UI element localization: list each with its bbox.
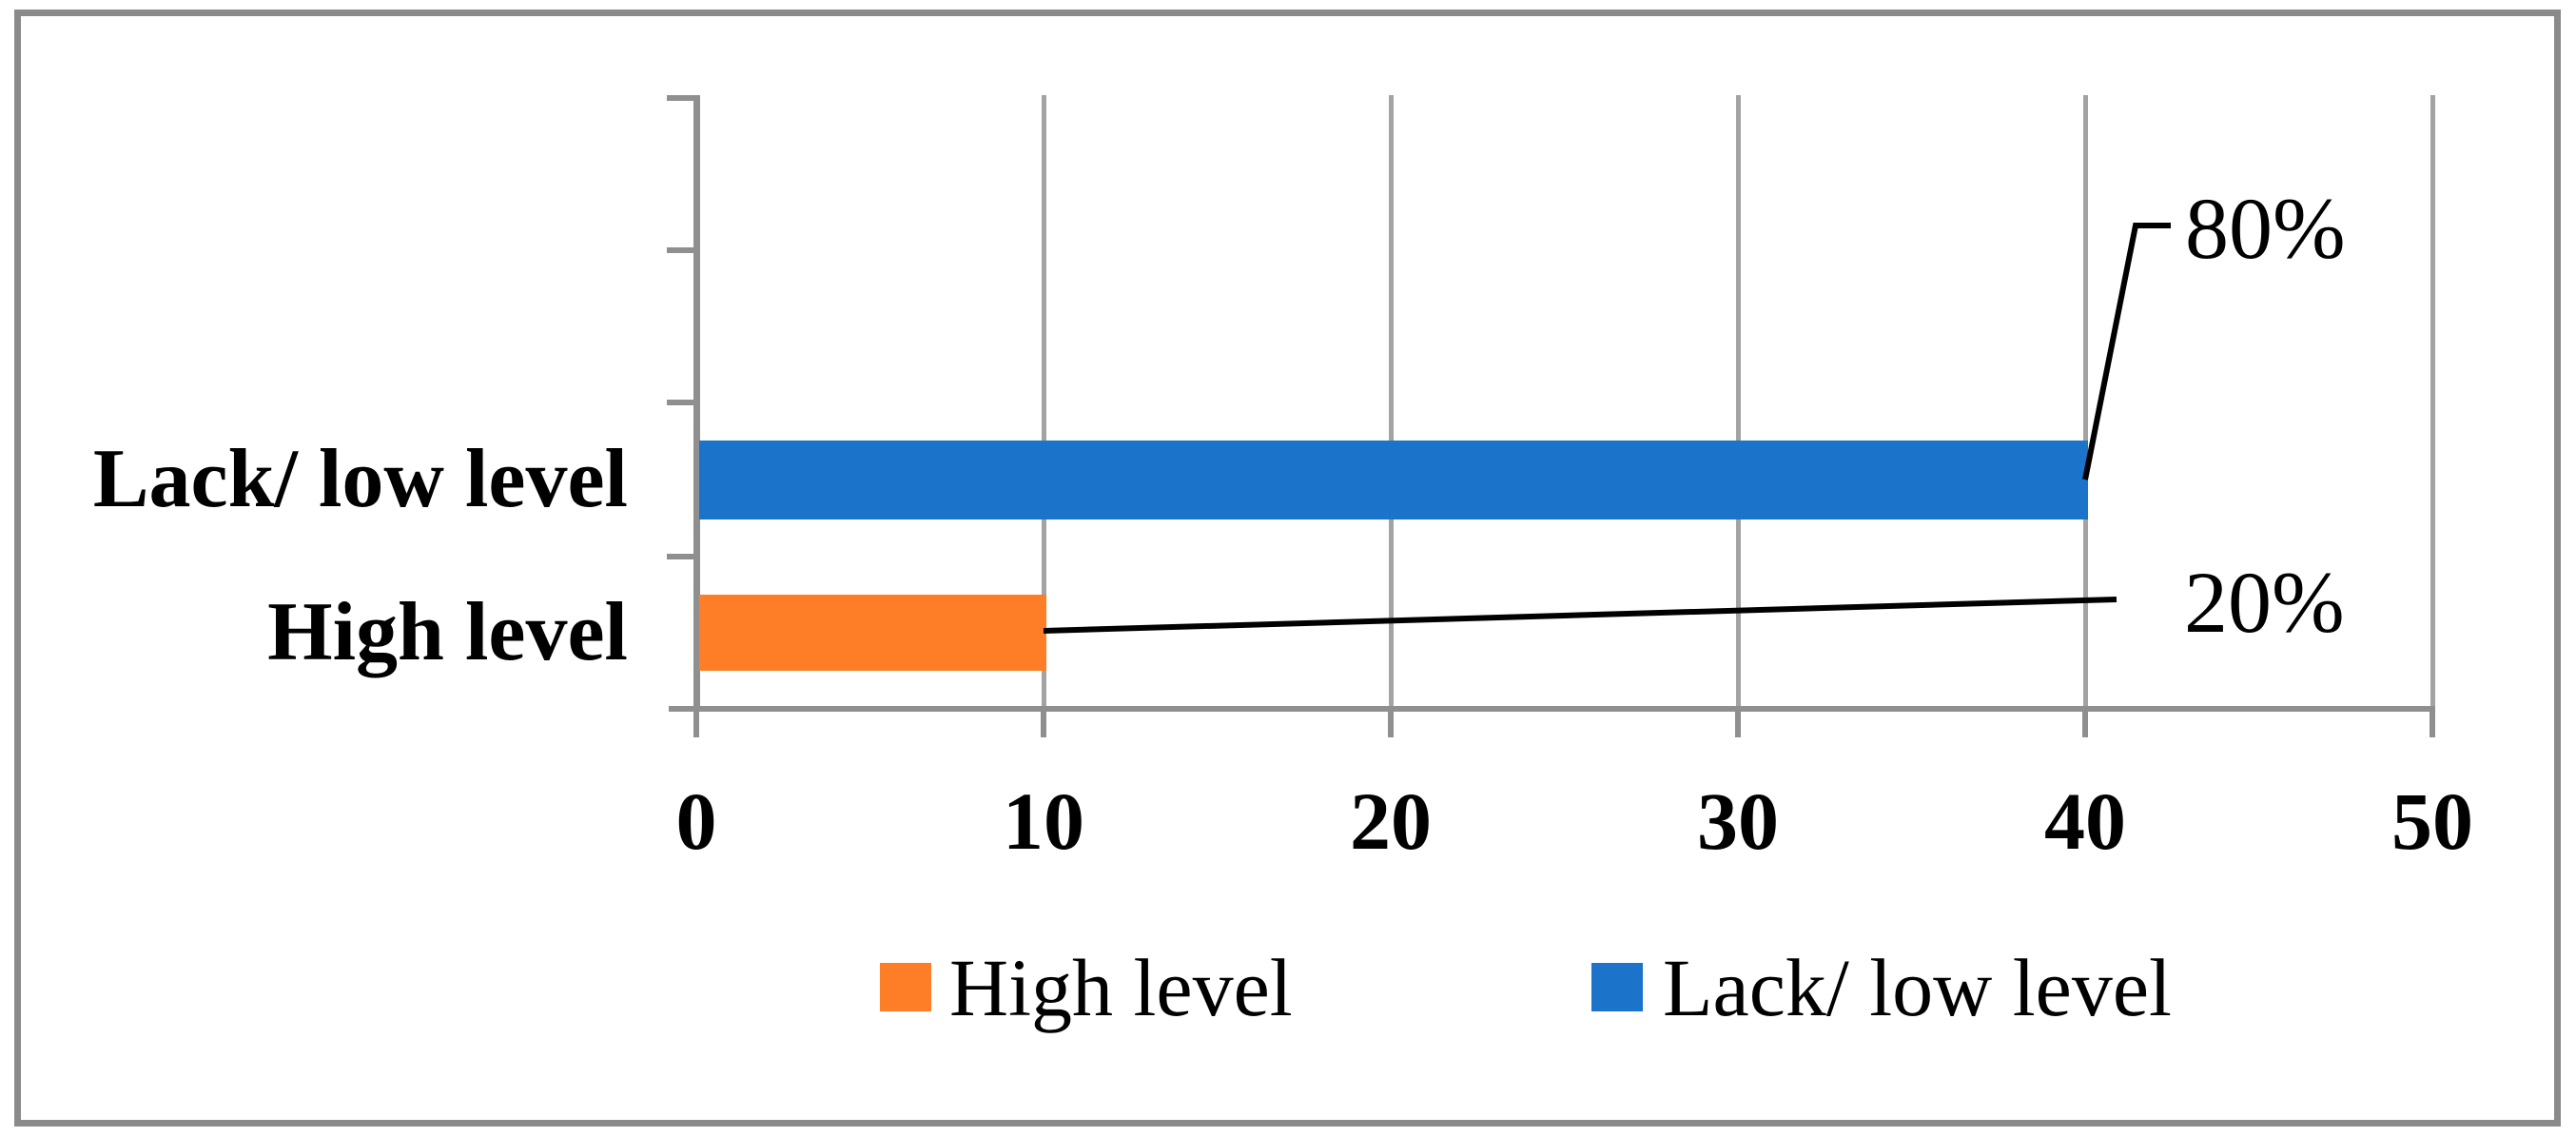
x-axis-tick-50 [2430, 712, 2435, 737]
legend-swatch-lack-low-level [1591, 963, 1643, 1011]
x-tick-label-30: 30 [1697, 775, 1779, 867]
y-axis-tick [667, 400, 696, 405]
y-axis-tick [667, 247, 696, 253]
x-axis-tick-10 [1041, 712, 1046, 737]
figure-border [14, 10, 2561, 1127]
x-tick-label-50: 50 [2391, 775, 2473, 867]
legend-label-high-level: High level [949, 942, 1293, 1033]
category-label-lack-low-level: Lack/ low level [92, 433, 628, 525]
legend-label-lack-low-level: Lack/ low level [1663, 942, 2172, 1033]
y-axis-line [693, 95, 700, 709]
data-label-80pct: 80% [2185, 180, 2346, 277]
x-axis-tick-40 [2082, 712, 2088, 737]
x-tick-label-0: 0 [675, 775, 717, 867]
x-tick-label-40: 40 [2044, 775, 2126, 867]
x-axis-tick-0 [693, 712, 699, 737]
x-axis-tick-20 [1388, 712, 1394, 737]
y-axis-tick [667, 95, 696, 101]
x-tick-label-20: 20 [1350, 775, 1432, 867]
gridline-10 [1042, 95, 1046, 709]
gridline-30 [1736, 95, 1741, 709]
y-axis-tick [667, 554, 696, 559]
x-axis-tick-30 [1735, 712, 1741, 737]
gridline-40 [2083, 95, 2088, 709]
bar-high-level [699, 595, 1046, 671]
x-axis-line [669, 706, 2435, 712]
category-label-high-level: High level [267, 586, 628, 678]
gridline-20 [1389, 95, 1394, 709]
x-tick-label-10: 10 [1003, 775, 1084, 867]
gridline-50 [2430, 95, 2435, 709]
legend-swatch-high-level [880, 963, 931, 1011]
bar-lack-low-level [699, 441, 2088, 519]
data-label-20pct: 20% [2184, 554, 2345, 651]
